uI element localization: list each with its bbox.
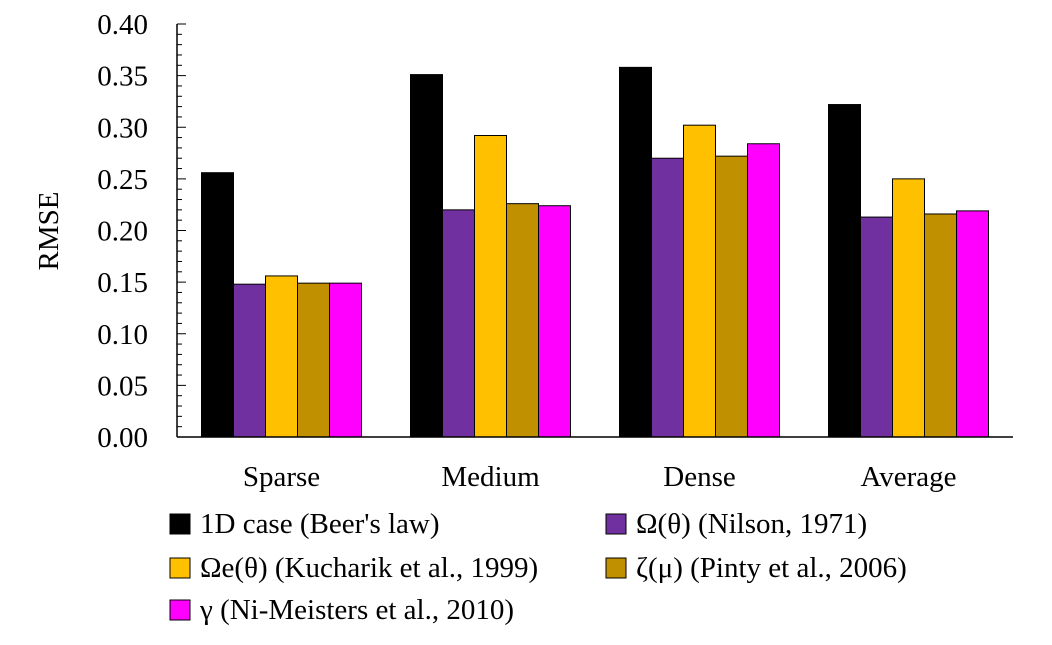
x-category-labels: Sparse Medium Dense Average bbox=[243, 461, 957, 493]
legend-item: γ (Ni-Meisters et al., 2010) bbox=[169, 594, 514, 626]
y-tick-label: 0.05 bbox=[97, 370, 148, 402]
y-axis-title: RMSE bbox=[33, 192, 65, 271]
bar-medium-series-5 bbox=[538, 205, 571, 438]
bar-average-series-3 bbox=[892, 178, 925, 438]
legend-label: ζ(μ) (Pinty et al., 2006) bbox=[636, 552, 907, 584]
bar-average-series-5 bbox=[956, 210, 989, 438]
bar-medium-series-2 bbox=[442, 209, 475, 438]
bars-layer bbox=[201, 66, 989, 438]
bar-medium-series-1 bbox=[410, 74, 443, 438]
legend-label: Ω(θ) (Nilson, 1971) bbox=[636, 508, 867, 540]
legend-swatch bbox=[169, 599, 191, 621]
legend-label: 1D case (Beer's law) bbox=[200, 508, 440, 540]
bar-average-series-2 bbox=[860, 216, 893, 438]
bar-dense-series-5 bbox=[747, 143, 780, 438]
x-category-label: Medium bbox=[441, 461, 540, 493]
y-tick-label: 0.35 bbox=[97, 61, 148, 93]
y-tick-label: 0.20 bbox=[97, 216, 148, 248]
legend-item: 1D case (Beer's law) bbox=[169, 508, 440, 540]
legend-item: Ω(θ) (Nilson, 1971) bbox=[605, 508, 867, 540]
legend-label: γ (Ni-Meisters et al., 2010) bbox=[199, 594, 514, 626]
legend: 1D case (Beer's law) Ω(θ) (Nilson, 1971) Ω… bbox=[169, 508, 907, 626]
legend-swatch bbox=[169, 557, 191, 579]
bar-sparse-series-5 bbox=[329, 282, 362, 438]
legend-item: Ωe(θ) (Kucharik et al., 1999) bbox=[169, 552, 538, 584]
bar-medium-series-3 bbox=[474, 135, 507, 438]
bar-dense-series-4 bbox=[715, 155, 748, 438]
x-category-label: Sparse bbox=[243, 461, 320, 493]
bar-dense-series-1 bbox=[619, 66, 652, 438]
y-ticks: 0.00 0.05 0.10 0.15 0.20 0.25 0.30 0.35 0.40 bbox=[97, 9, 186, 454]
bar-dense-series-2 bbox=[651, 157, 684, 438]
bar-medium-series-4 bbox=[506, 203, 539, 438]
y-tick-label: 0.00 bbox=[97, 422, 148, 454]
y-tick-label: 0.40 bbox=[97, 9, 148, 41]
bar-sparse-series-4 bbox=[297, 282, 330, 438]
y-tick-label: 0.15 bbox=[97, 267, 148, 299]
bar-sparse-series-1 bbox=[201, 172, 234, 438]
x-category-label: Dense bbox=[663, 461, 735, 493]
bar-sparse-series-2 bbox=[233, 283, 266, 438]
legend-item: ζ(μ) (Pinty et al., 2006) bbox=[605, 552, 907, 584]
legend-label: Ωe(θ) (Kucharik et al., 1999) bbox=[200, 552, 538, 584]
y-tick-label: 0.30 bbox=[97, 112, 148, 144]
y-tick-label: 0.25 bbox=[97, 164, 148, 196]
bar-sparse-series-3 bbox=[265, 275, 298, 438]
bar-average-series-1 bbox=[828, 104, 861, 438]
x-category-label: Average bbox=[860, 461, 956, 493]
bar-dense-series-3 bbox=[683, 124, 716, 438]
legend-swatch bbox=[169, 513, 191, 535]
bar-average-series-4 bbox=[924, 213, 957, 438]
legend-swatch bbox=[605, 513, 627, 535]
legend-swatch bbox=[605, 557, 627, 579]
y-tick-label: 0.10 bbox=[97, 319, 148, 351]
